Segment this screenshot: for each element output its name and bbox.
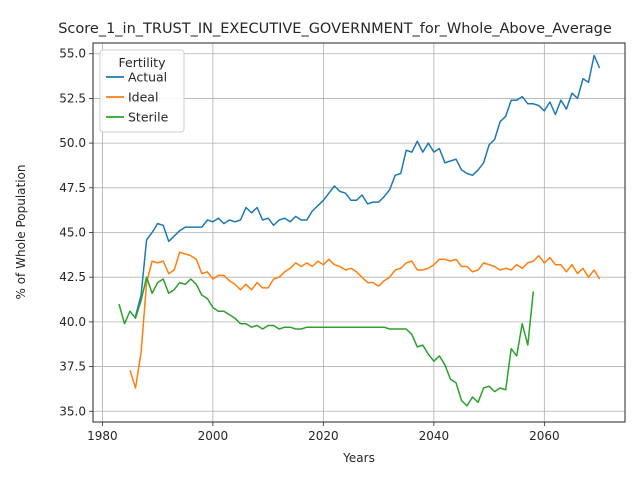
x-tick-label: 2020	[308, 429, 339, 443]
y-tick-label: 40.0	[59, 315, 86, 329]
y-tick-label: 55.0	[59, 47, 86, 61]
grid	[93, 43, 625, 422]
series-line-actual	[134, 54, 601, 317]
y-tick-label: 50.0	[59, 136, 86, 150]
series-line-ideal	[129, 251, 601, 389]
x-axis-label: Years	[342, 451, 375, 465]
y-axis-label: % of Whole Population	[14, 165, 28, 300]
legend-box	[99, 49, 185, 133]
legend-entry-sterile: Sterile	[128, 110, 169, 125]
y-tick-label: 45.0	[59, 226, 86, 240]
y-tick-label: 47.5	[59, 181, 86, 195]
y-tick-label: 52.5	[59, 91, 86, 105]
legend: Fertility Actual Ideal Sterile	[99, 49, 185, 133]
x-tick-label: 2000	[198, 429, 229, 443]
legend-title: Fertility	[119, 55, 167, 70]
x-tick-label: 2040	[419, 429, 450, 443]
legend-entry-ideal: Ideal	[128, 90, 158, 105]
series-layer	[118, 54, 601, 407]
chart-title: Score_1_in_TRUST_IN_EXECUTIVE_GOVERNMENT…	[58, 21, 612, 37]
series-line-sterile	[118, 276, 535, 407]
y-tick-label: 37.5	[59, 360, 86, 374]
x-tick-label: 1980	[87, 429, 118, 443]
legend-entry-actual: Actual	[128, 70, 167, 85]
ticks: 1980 2000 2020 2040 2060 35.0 37.5 40.0 42.5 45.0…	[59, 47, 559, 443]
y-tick-label: 35.0	[59, 404, 86, 418]
y-tick-label: 42.5	[59, 270, 86, 284]
x-tick-label: 2060	[529, 429, 560, 443]
